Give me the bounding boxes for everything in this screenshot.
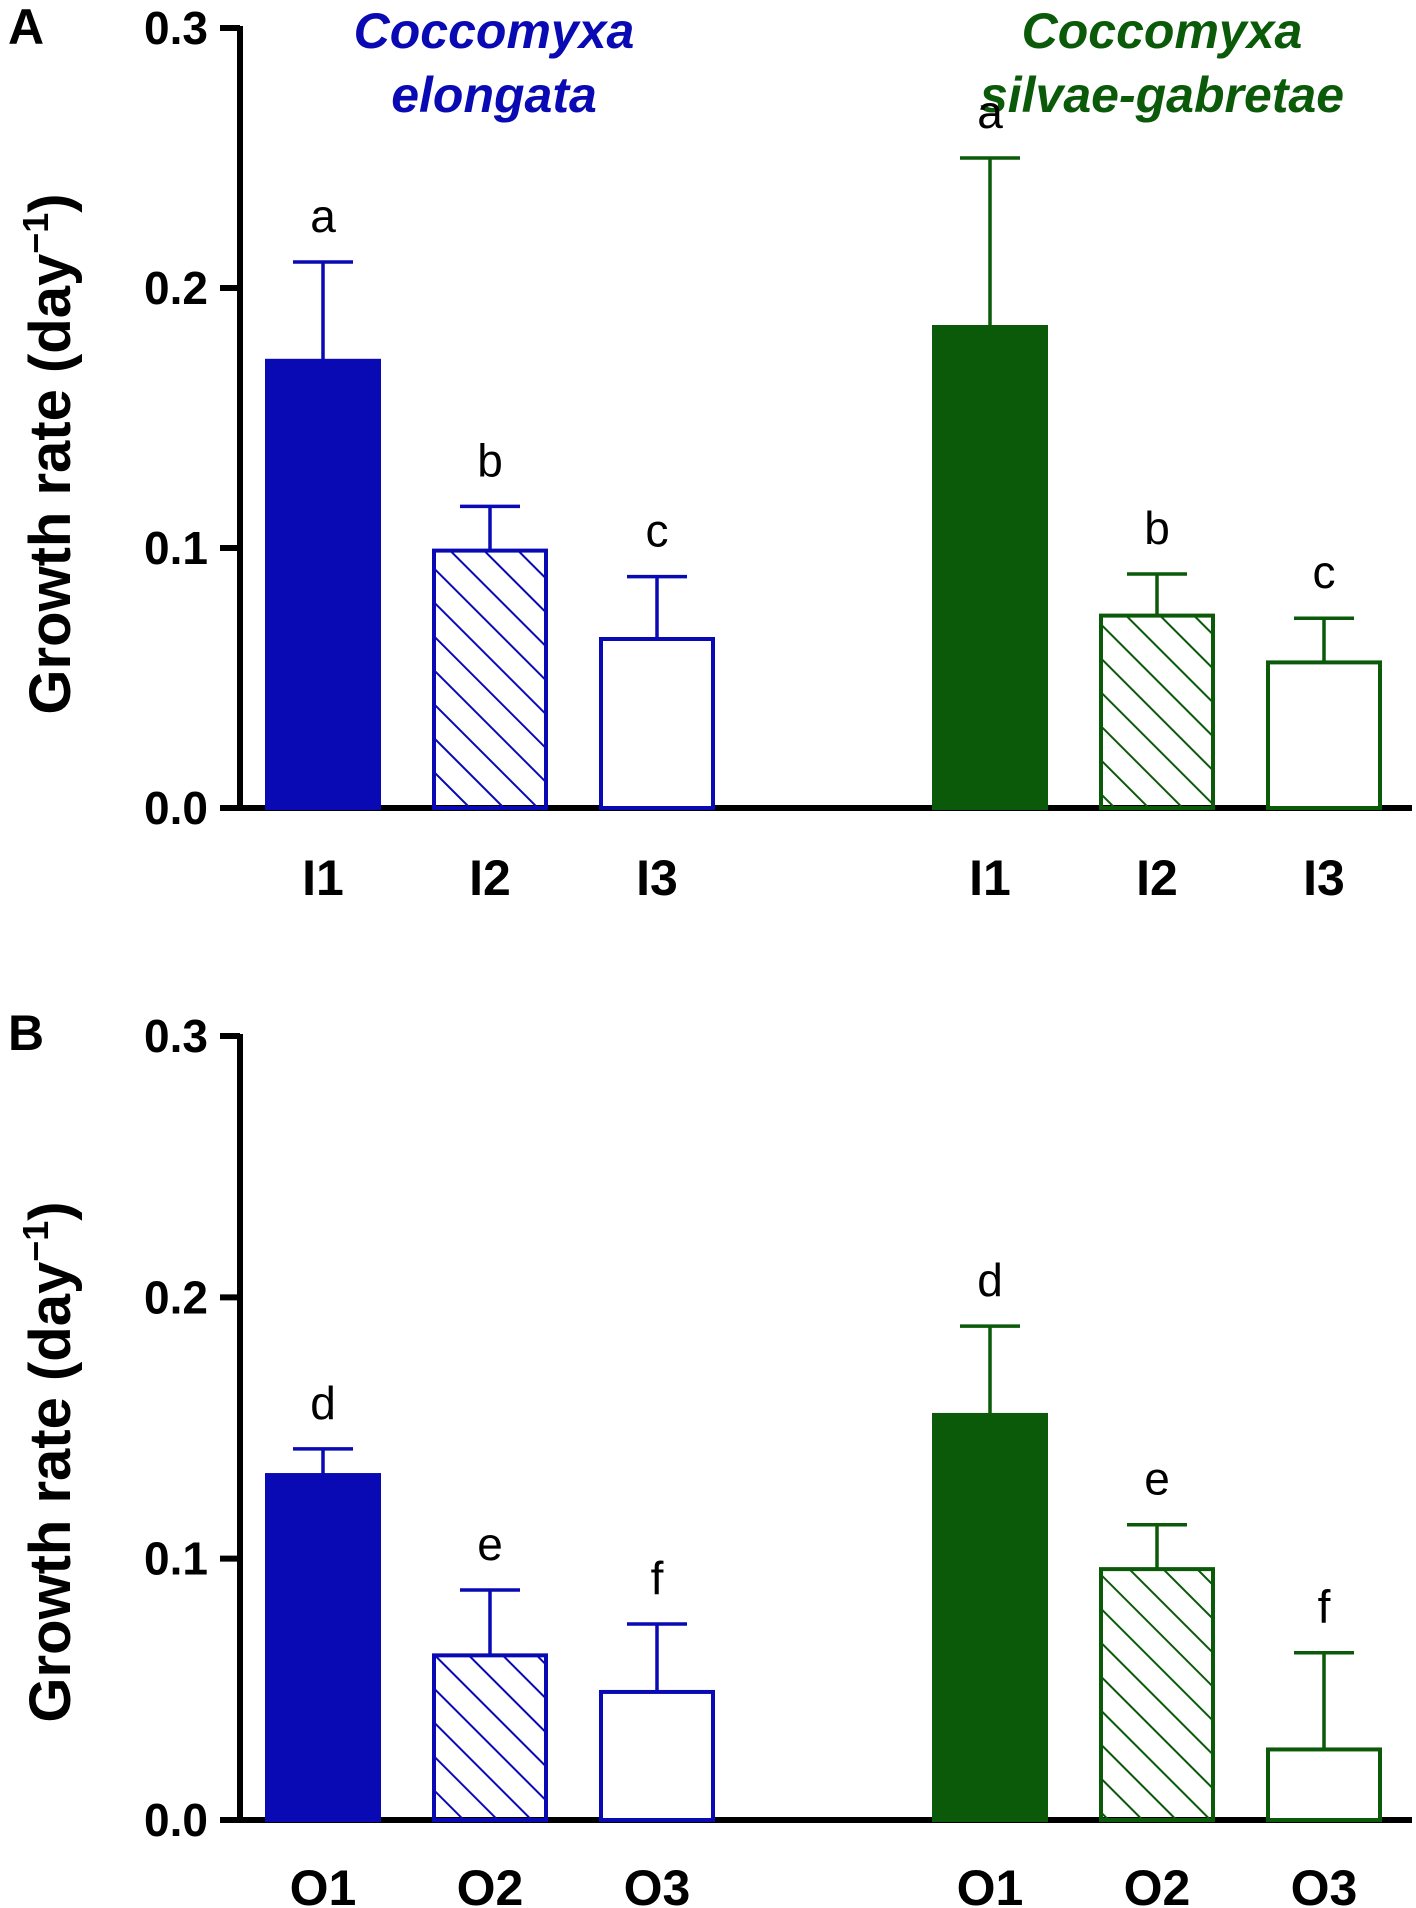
y-axis-title-b: Growth rate (day−1) (15, 1201, 83, 1722)
panel-letter-b: B (8, 1005, 44, 1061)
y-tick-label-b-3: 0.3 (144, 1010, 208, 1062)
bar-a-s1-i2 (432, 548, 548, 810)
category-label-a-s1-2: I2 (469, 850, 511, 906)
significance-letter-a-s2-2: b (1144, 502, 1170, 554)
category-label-a-s1-1: I1 (302, 850, 344, 906)
bar-a-s2-i2 (1099, 613, 1215, 810)
significance-letter-b-s1-2: e (477, 1518, 503, 1570)
y-tick-label-b-1: 0.1 (144, 1533, 208, 1585)
category-label-a-s1-3: I3 (636, 850, 678, 906)
bar-b-s2-o2 (1099, 1567, 1215, 1822)
species-1-name-line2: elongata (391, 67, 597, 123)
panel-a: A Growth rate (day−1) 0.0 0.1 0.2 0.3 a I1 b I2… (8, 0, 1412, 906)
category-label-a-s2-3: I3 (1303, 850, 1345, 906)
y-tick-label-a-3: 0.3 (144, 2, 208, 54)
significance-letter-b-s1-3: f (651, 1552, 664, 1604)
significance-letter-b-s1-1: d (310, 1377, 336, 1429)
significance-letter-a-s2-3: c (1313, 546, 1336, 598)
significance-letter-b-s2-3: f (1318, 1581, 1331, 1633)
significance-letter-b-s2-1: d (977, 1254, 1003, 1306)
bar-b-s2-o1 (932, 1412, 1048, 1823)
bar-b-s1-o1 (265, 1473, 381, 1823)
significance-letter-b-s2-2: e (1144, 1453, 1170, 1505)
category-label-a-s2-2: I2 (1136, 850, 1178, 906)
y-tick-label-a-1: 0.1 (144, 522, 208, 574)
panel-letter-a: A (8, 0, 44, 55)
category-label-b-s2-1: O1 (957, 1860, 1024, 1908)
y-tick-label-b-2: 0.2 (144, 1271, 208, 1323)
category-label-a-s2-1: I1 (969, 850, 1011, 906)
bar-a-s1-i1 (265, 358, 381, 810)
bar-b-s2-o3 (1266, 1747, 1382, 1822)
species-1-name-line1: Coccomyxa (354, 3, 635, 59)
y-tick-label-a-0: 0.0 (144, 782, 208, 834)
significance-letter-a-s1-2: b (477, 434, 503, 486)
bar-a-s1-i3 (599, 637, 715, 810)
species-2-name-line2: silvae-gabretae (980, 67, 1344, 123)
category-label-b-s2-2: O2 (1124, 1860, 1191, 1908)
significance-letter-a-s2-1: a (977, 86, 1003, 138)
significance-letter-a-s1-3: c (646, 505, 669, 557)
category-label-b-s1-1: O1 (290, 1860, 357, 1908)
y-axis-title-a: Growth rate (day−1) (15, 193, 83, 714)
category-label-b-s1-3: O3 (624, 1860, 691, 1908)
bar-a-s2-i1 (932, 325, 1048, 810)
bar-a-s2-i3 (1266, 660, 1382, 811)
bar-b-s1-o2 (432, 1653, 548, 1822)
category-label-b-s1-2: O2 (457, 1860, 524, 1908)
y-tick-label-b-0: 0.0 (144, 1794, 208, 1846)
panel-b: B Growth rate (day−1) 0.0 0.1 0.2 0.3 d O1 e O2… (8, 1005, 1412, 1908)
significance-letter-a-s1-1: a (310, 190, 336, 242)
y-tick-label-a-2: 0.2 (144, 262, 208, 314)
bar-b-s1-o3 (599, 1689, 715, 1822)
category-label-b-s2-3: O3 (1291, 1860, 1358, 1908)
species-2-name-line1: Coccomyxa (1022, 3, 1303, 59)
